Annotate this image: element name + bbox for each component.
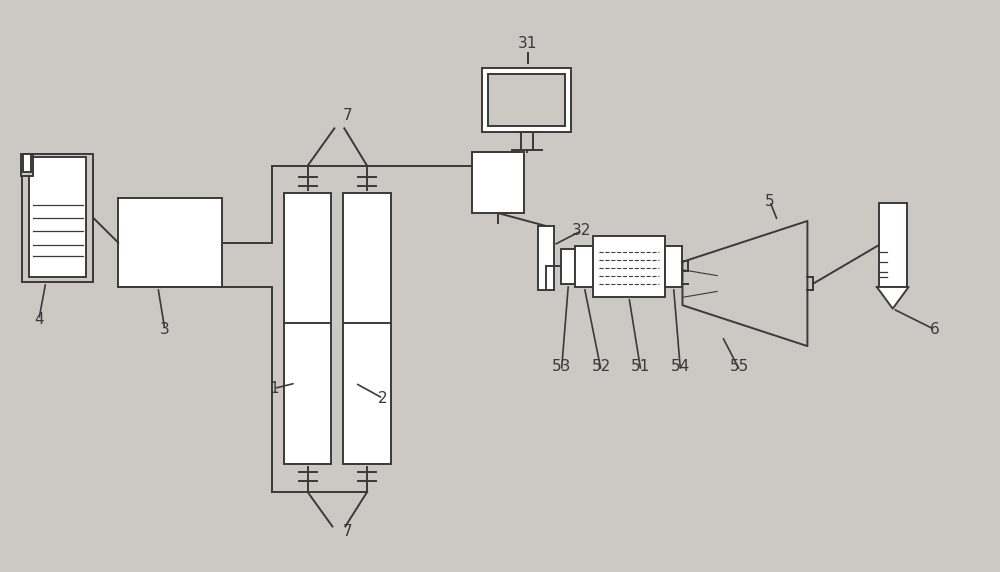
Bar (118, 198, 222, 287)
Bar (879, 203, 907, 287)
Bar (29, 157, 86, 277)
Text: 3: 3 (160, 322, 170, 337)
Bar (22, 154, 93, 282)
Bar (284, 193, 331, 464)
Bar (538, 226, 554, 290)
Bar (593, 236, 665, 297)
Text: 31: 31 (518, 35, 537, 50)
Text: 4: 4 (34, 312, 44, 327)
Text: 5: 5 (765, 194, 775, 209)
Text: 52: 52 (592, 359, 611, 374)
Text: 53: 53 (552, 359, 571, 374)
Polygon shape (877, 287, 909, 309)
Bar (23, 154, 31, 172)
Text: 51: 51 (631, 359, 650, 374)
Text: 54: 54 (671, 359, 690, 374)
Text: 55: 55 (730, 359, 750, 374)
Bar (561, 249, 575, 284)
Bar (482, 68, 571, 132)
Text: 7: 7 (342, 525, 352, 539)
Text: 7: 7 (342, 109, 352, 124)
Bar (575, 245, 593, 287)
Text: 6: 6 (929, 322, 939, 337)
Text: 32: 32 (572, 223, 591, 239)
Bar (472, 152, 524, 213)
Bar (343, 193, 391, 464)
Text: 2: 2 (378, 391, 388, 406)
Bar (488, 74, 565, 126)
Text: 1: 1 (269, 381, 279, 396)
Bar (665, 245, 682, 287)
Bar (21, 154, 33, 176)
